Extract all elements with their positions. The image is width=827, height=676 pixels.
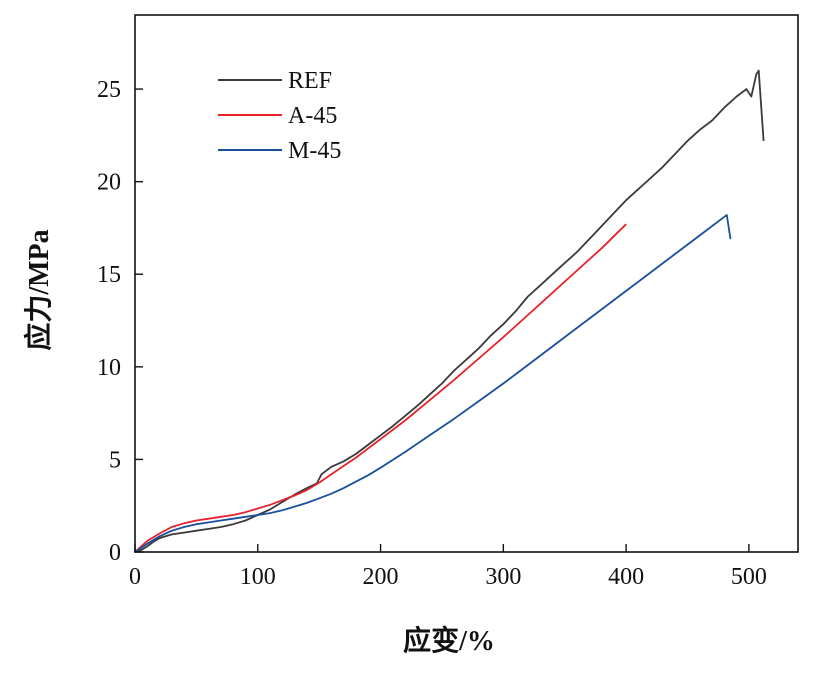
series-line-m-45 <box>134 214 732 553</box>
legend-label-ref: REF <box>288 68 332 94</box>
x-tick-label: 200 <box>363 564 399 590</box>
x-tick-label: 100 <box>240 564 276 590</box>
y-tick-label: 15 <box>97 262 121 288</box>
x-tick-label: 500 <box>731 564 767 590</box>
x-tick-label: 300 <box>485 564 521 590</box>
legend: REF A-45 M-45 <box>218 68 341 164</box>
x-tick-label: 0 <box>129 564 141 590</box>
legend-label-m-45: M-45 <box>288 138 341 164</box>
legend-label-a-45: A-45 <box>288 103 337 129</box>
y-tick-label: 20 <box>97 170 121 196</box>
y-axis-ticks: 0 5 10 15 20 25 <box>97 77 143 566</box>
x-tick-label: 400 <box>608 564 644 590</box>
plot-frame <box>134 14 799 553</box>
y-tick-label: 5 <box>109 447 121 473</box>
x-axis-title: 应变/% <box>403 624 495 657</box>
y-tick-label: 0 <box>109 540 121 566</box>
y-tick-label: 10 <box>97 355 121 381</box>
series-line-a-45 <box>134 223 627 553</box>
plot-lines <box>134 69 765 553</box>
y-axis-title: 应力/MPa <box>22 229 55 350</box>
x-axis-ticks: 0 100 200 300 400 500 <box>129 544 767 590</box>
series-line-ref <box>134 69 765 553</box>
y-tick-label: 25 <box>97 77 121 103</box>
